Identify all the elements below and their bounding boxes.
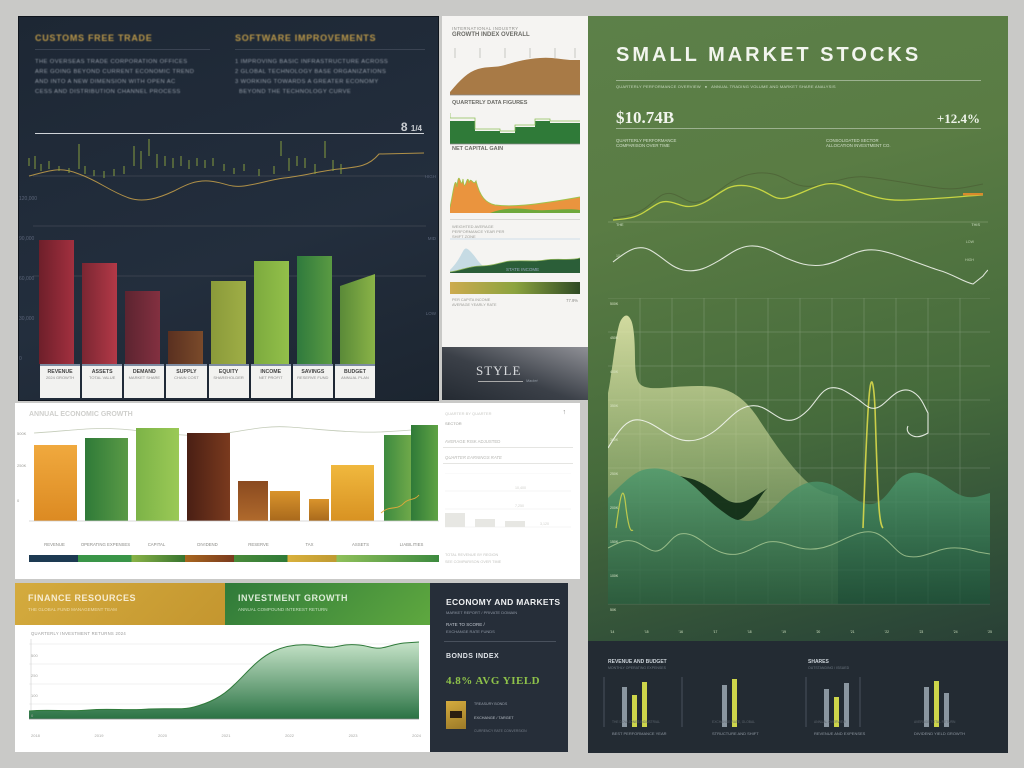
svg-text:AVERAGE TOTAL RETURN: AVERAGE TOTAL RETURN bbox=[914, 720, 956, 724]
svg-text:3,120: 3,120 bbox=[540, 522, 549, 526]
svg-text:EXCHANGE RATE, GLOBAL: EXCHANGE RATE, GLOBAL bbox=[712, 720, 755, 724]
svg-text:REVENUE AND EXPENSES: REVENUE AND EXPENSES bbox=[814, 731, 866, 735]
svg-text:STRUCTURE AND SHIFT: STRUCTURE AND SHIFT bbox=[712, 731, 759, 735]
svg-text:DIVIDEND YIELD GROWTH: DIVIDEND YIELD GROWTH bbox=[914, 731, 965, 735]
svg-text:BEST PERFORMANCE YEAR: BEST PERFORMANCE YEAR bbox=[612, 731, 667, 735]
svg-text:ANNUAL OVERVIEW: ANNUAL OVERVIEW bbox=[814, 720, 847, 724]
svg-text:7,250: 7,250 bbox=[515, 504, 524, 508]
svg-text:THE DOW JONES INDUSTRIAL: THE DOW JONES INDUSTRIAL bbox=[612, 720, 660, 724]
svg-text:10,400: 10,400 bbox=[515, 486, 526, 490]
